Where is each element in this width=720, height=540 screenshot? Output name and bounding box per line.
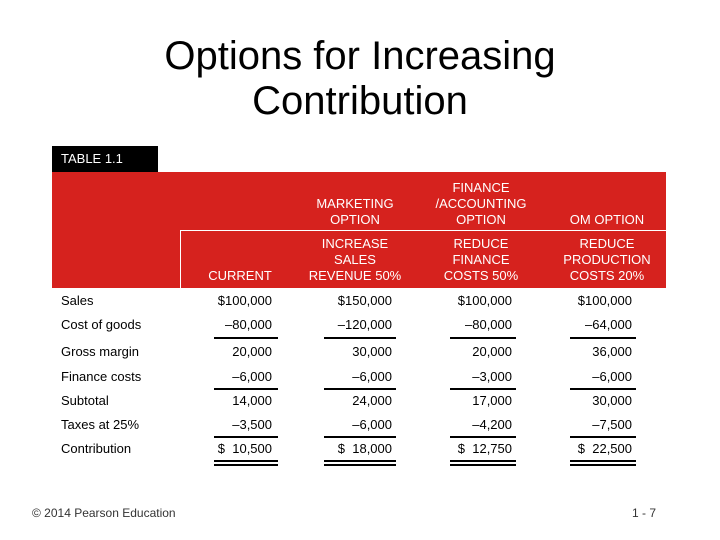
slide-title-line-2: Contribution <box>252 79 468 123</box>
header-text-line: OPTION <box>456 212 506 227</box>
header-text-line: REDUCE <box>579 236 635 251</box>
header-reduce-production: REDUCE PRODUCTION COSTS 20% <box>549 236 665 284</box>
header-reduce-finance: REDUCE FINANCE COSTS 50% <box>420 236 542 284</box>
table-cell: 14,000 <box>232 393 272 408</box>
header-marketing-option: MARKETING OPTION <box>300 196 410 228</box>
header-text-line: COSTS 20% <box>569 268 645 283</box>
header-om-option: OM OPTION <box>552 212 662 228</box>
table-cell: $ 18,000 <box>337 441 392 456</box>
table-cell: 24,000 <box>352 393 392 408</box>
table-cell: 30,000 <box>352 344 392 359</box>
sum-underline <box>570 388 636 390</box>
header-left-border <box>180 230 181 288</box>
table-cell: 30,000 <box>592 393 632 408</box>
header-text-line: PRODUCTION <box>563 252 651 267</box>
table-cell: $150,000 <box>337 293 392 308</box>
row-label-contribution: Contribution <box>61 441 132 456</box>
header-text-line: FINANCE <box>452 180 510 195</box>
slide-title: Options for Increasing Contribution <box>0 34 720 124</box>
header-finance-option: FINANCE /ACCOUNTING OPTION <box>415 180 547 228</box>
table-cell: 20,000 <box>472 344 512 359</box>
table-cell: $100,000 <box>577 293 632 308</box>
header-current: CURRENT <box>185 268 295 284</box>
sum-underline <box>570 436 636 438</box>
header-text-line: COSTS 50% <box>443 268 519 283</box>
sum-underline <box>214 388 278 390</box>
table-cell: 17,000 <box>472 393 512 408</box>
table-cell: –6,000 <box>232 369 272 384</box>
table-cell: –3,000 <box>472 369 512 384</box>
table-cell: 20,000 <box>232 344 272 359</box>
table-cell: –120,000 <box>337 317 392 332</box>
table-cell: $100,000 <box>217 293 272 308</box>
table-cell: –3,500 <box>232 417 272 432</box>
copyright-footer: © 2014 Pearson Education <box>32 506 176 520</box>
total-underline <box>214 460 278 462</box>
total-underline <box>570 460 636 462</box>
row-label-cost-of-goods: Cost of goods <box>61 317 142 332</box>
table-cell: –6,000 <box>352 417 392 432</box>
total-underline <box>324 464 396 466</box>
total-underline <box>324 460 396 462</box>
table-cell: –80,000 <box>225 317 272 332</box>
row-label-taxes: Taxes at 25% <box>61 417 140 432</box>
row-label-sales: Sales <box>61 293 94 308</box>
table-cell: $ 22,500 <box>577 441 632 456</box>
table-cell: 36,000 <box>592 344 632 359</box>
row-label-gross-margin: Gross margin <box>61 344 140 359</box>
header-text-line: REVENUE 50% <box>308 268 402 283</box>
header-text-line: CURRENT <box>208 268 272 283</box>
header-text-line: MARKETING <box>316 196 394 211</box>
table-cell: $100,000 <box>457 293 512 308</box>
total-underline <box>570 464 636 466</box>
table-cell: $ 10,500 <box>217 441 272 456</box>
table-cell: $ 12,750 <box>457 441 512 456</box>
header-text-line: INCREASE <box>321 236 389 251</box>
sum-underline <box>324 388 396 390</box>
total-underline <box>450 460 516 462</box>
page-number: 1 - 7 <box>631 506 656 520</box>
table-cell: –64,000 <box>585 317 632 332</box>
sum-underline <box>450 436 516 438</box>
total-underline <box>214 464 278 466</box>
header-increase-sales: INCREASE SALES REVENUE 50% <box>300 236 410 284</box>
header-text-line: OPTION <box>330 212 380 227</box>
header-text-line: FINANCE <box>452 252 510 267</box>
table-cell: –6,000 <box>592 369 632 384</box>
table-cell: –4,200 <box>472 417 512 432</box>
row-label-finance-costs: Finance costs <box>61 369 142 384</box>
row-label-subtotal: Subtotal <box>61 393 109 408</box>
table-cell: –6,000 <box>352 369 392 384</box>
total-underline <box>450 464 516 466</box>
sum-underline <box>214 337 278 339</box>
sum-underline <box>450 337 516 339</box>
header-text-line: OM OPTION <box>569 212 645 227</box>
sum-underline <box>214 436 278 438</box>
table-cell: –7,500 <box>592 417 632 432</box>
table-cell: –80,000 <box>465 317 512 332</box>
table-tag: TABLE 1.1 <box>52 146 158 172</box>
sum-underline <box>324 436 396 438</box>
header-text-line: REDUCE <box>453 236 509 251</box>
sum-underline <box>450 388 516 390</box>
sum-underline <box>570 337 636 339</box>
header-divider <box>180 230 666 231</box>
header-text-line: SALES <box>334 252 376 267</box>
sum-underline <box>324 337 396 339</box>
slide-title-line-1: Options for Increasing <box>164 34 556 78</box>
header-text-line: /ACCOUNTING <box>435 196 527 211</box>
